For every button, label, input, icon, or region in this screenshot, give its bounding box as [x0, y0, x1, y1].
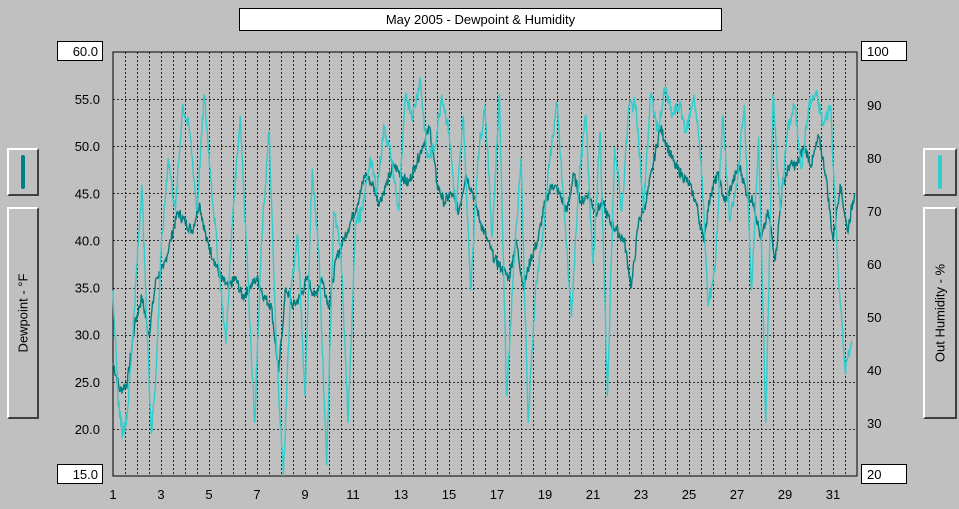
- y-tick-label: 25.0: [75, 375, 100, 390]
- y-tick-label: 35.0: [75, 281, 100, 296]
- plot-area: [112, 51, 858, 477]
- y-tick-label: 55.0: [75, 92, 100, 107]
- y-max-box: 60.0: [57, 41, 103, 61]
- x-tick-label: 25: [682, 487, 696, 502]
- x-tick-label: 11: [346, 487, 360, 502]
- y2-tick-label: 70: [867, 204, 881, 219]
- y-tick-label: 40.0: [75, 233, 100, 248]
- humidity-swatch: [938, 155, 942, 189]
- x-tick-label: 1: [109, 487, 116, 502]
- x-tick-label: 23: [634, 487, 648, 502]
- x-tick-label: 27: [730, 487, 744, 502]
- y-tick-label: 50.0: [75, 139, 100, 154]
- chart-title: May 2005 - Dewpoint & Humidity: [239, 8, 722, 31]
- y-tick-label: 30.0: [75, 328, 100, 343]
- y2-tick-label: 50: [867, 310, 881, 325]
- dewpoint-axis-button[interactable]: Dewpoint - °F: [7, 207, 39, 419]
- x-tick-label: 15: [442, 487, 456, 502]
- y2-tick-label: 40: [867, 363, 881, 378]
- x-tick-label: 31: [826, 487, 840, 502]
- humidity-axis-button[interactable]: Out Humidity - %: [923, 207, 957, 419]
- y-tick-label: 20.0: [75, 422, 100, 437]
- series-line-dewpoint: [112, 124, 856, 394]
- y-min-box: 15.0: [57, 464, 103, 484]
- humidity-legend-button[interactable]: [923, 148, 957, 196]
- x-tick-label: 21: [586, 487, 600, 502]
- dewpoint-swatch: [21, 155, 25, 189]
- x-tick-label: 3: [157, 487, 164, 502]
- x-tick-label: 13: [394, 487, 408, 502]
- y2-min-box: 20: [861, 464, 907, 484]
- y2-tick-label: 60: [867, 257, 881, 272]
- x-tick-label: 19: [538, 487, 552, 502]
- y2-tick-label: 30: [867, 416, 881, 431]
- dewpoint-legend-button[interactable]: [7, 148, 39, 196]
- y2-max-box: 100: [861, 41, 907, 61]
- series-line-out-humidity: [112, 75, 853, 477]
- x-tick-label: 29: [778, 487, 792, 502]
- x-tick-label: 7: [253, 487, 260, 502]
- y2-tick-label: 90: [867, 98, 881, 113]
- y2-tick-label: 80: [867, 151, 881, 166]
- x-tick-label: 5: [205, 487, 212, 502]
- x-tick-label: 9: [301, 487, 308, 502]
- x-tick-label: 17: [490, 487, 504, 502]
- y-tick-label: 45.0: [75, 186, 100, 201]
